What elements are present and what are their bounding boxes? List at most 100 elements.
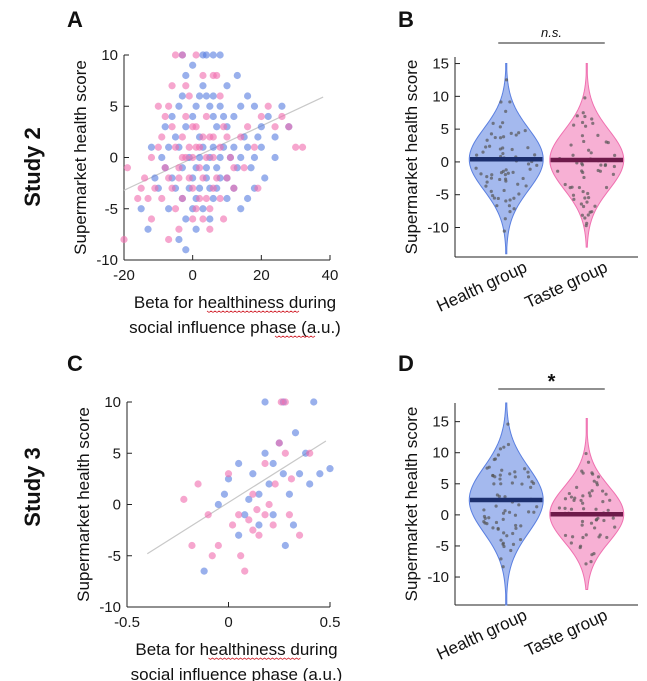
violin-point-taste <box>571 193 576 197</box>
data-point-taste <box>180 495 188 503</box>
violin-point-taste <box>581 204 586 209</box>
violin-point-health <box>513 513 518 517</box>
data-point-taste <box>219 215 228 223</box>
y-tick-label: -5 <box>108 548 121 565</box>
data-point-health <box>216 51 224 59</box>
data-point-taste <box>123 164 132 172</box>
violin-point-health <box>491 193 495 198</box>
violin-point-health <box>499 482 503 486</box>
violin-point-taste <box>584 124 588 128</box>
violin-chart-study2: -10 -5 0 5 10 15 Supermarket health score Healt… <box>402 25 638 316</box>
data-point-taste <box>261 459 269 468</box>
data-point-health <box>255 521 263 529</box>
data-point-taste <box>257 112 265 121</box>
data-point-taste <box>287 475 296 483</box>
panel-label-d: D <box>398 351 414 376</box>
data-point-health <box>213 123 221 131</box>
data-point-taste <box>285 123 293 131</box>
violin-point-taste <box>598 169 602 173</box>
violin-point-taste <box>608 498 612 502</box>
data-point-health <box>316 470 324 478</box>
violin-point-taste <box>581 501 585 505</box>
panel-label-c: C <box>67 351 83 376</box>
data-point-taste <box>189 184 197 192</box>
data-point-taste <box>154 102 162 110</box>
violin-point-taste <box>570 535 575 539</box>
data-point-taste <box>281 398 289 406</box>
violin-point-taste <box>585 200 589 204</box>
data-point-taste <box>219 123 228 131</box>
data-point-taste <box>298 143 307 151</box>
violin-point-taste <box>593 204 597 208</box>
data-point-health <box>250 153 259 162</box>
data-point-health <box>223 82 231 90</box>
data-point-health <box>189 61 197 69</box>
violin-point-health <box>511 170 515 174</box>
data-point-taste <box>195 164 204 172</box>
violin-point-health <box>501 146 505 150</box>
data-point-taste <box>178 194 186 203</box>
data-point-health <box>326 465 334 473</box>
significance-label: n.s. <box>541 25 562 40</box>
violin-point-taste <box>594 518 598 522</box>
violin-point-health <box>499 100 503 104</box>
x-tick-label: 40 <box>322 267 339 284</box>
violin-point-health <box>503 509 507 513</box>
data-point-taste <box>278 112 286 121</box>
violin-point-taste <box>578 544 583 548</box>
data-point-taste <box>137 184 145 192</box>
violin-point-taste <box>579 498 583 503</box>
violin-point-health <box>529 485 533 489</box>
data-point-taste <box>199 71 207 80</box>
data-point-health <box>295 470 304 478</box>
violin-point-health <box>524 184 528 188</box>
data-point-health <box>249 470 257 478</box>
data-point-health <box>199 82 207 90</box>
violin-point-health <box>535 163 539 167</box>
violin-point-taste <box>583 96 587 100</box>
data-point-health <box>151 174 159 182</box>
data-point-health <box>269 511 277 519</box>
violin-point-taste <box>600 489 605 493</box>
data-point-taste <box>271 123 279 131</box>
data-point-health <box>195 153 204 162</box>
y-tick-label: 5 <box>110 98 118 115</box>
violin-point-health <box>526 470 530 474</box>
data-point-health <box>213 164 221 172</box>
data-point-health <box>237 205 245 213</box>
data-point-health <box>271 153 279 162</box>
x-axis-title-line1: Beta for healthiness during <box>134 293 336 312</box>
data-point-health <box>241 511 249 519</box>
violin-point-health <box>496 526 500 531</box>
violin-point-health <box>491 121 495 125</box>
violin-point-health <box>514 523 518 528</box>
y-tick-label: 15 <box>432 56 449 73</box>
violin-point-health <box>506 442 511 447</box>
violin-point-taste <box>581 507 586 511</box>
data-point-taste <box>265 500 273 509</box>
y-tick-label: 10 <box>104 394 121 411</box>
violin-point-health <box>504 168 508 172</box>
violin-point-health <box>501 151 505 156</box>
data-point-health <box>158 153 166 162</box>
violin-point-health <box>502 188 506 193</box>
y-tick-label: 5 <box>441 121 449 138</box>
regression-line <box>146 440 327 555</box>
data-point-health <box>200 567 208 575</box>
data-point-health <box>178 92 186 100</box>
violin-point-health <box>492 482 496 486</box>
violin-point-taste <box>579 202 583 206</box>
data-point-taste <box>178 133 186 141</box>
violin-point-health <box>503 217 507 221</box>
data-point-taste <box>175 225 183 233</box>
violin-point-taste <box>602 518 606 523</box>
data-point-taste <box>168 82 176 90</box>
study-label-top: Study 2 <box>20 127 45 206</box>
violin-point-taste <box>580 523 584 527</box>
violin-point-taste <box>577 185 582 190</box>
data-point-health <box>137 205 145 213</box>
scatter-chart-study2: -10 -5 0 5 10 -20 0 20 40 Supermarket health scor… <box>71 47 341 338</box>
violin-point-taste <box>591 472 595 476</box>
violin-point-health <box>517 131 521 135</box>
violin-point-taste <box>586 191 590 196</box>
